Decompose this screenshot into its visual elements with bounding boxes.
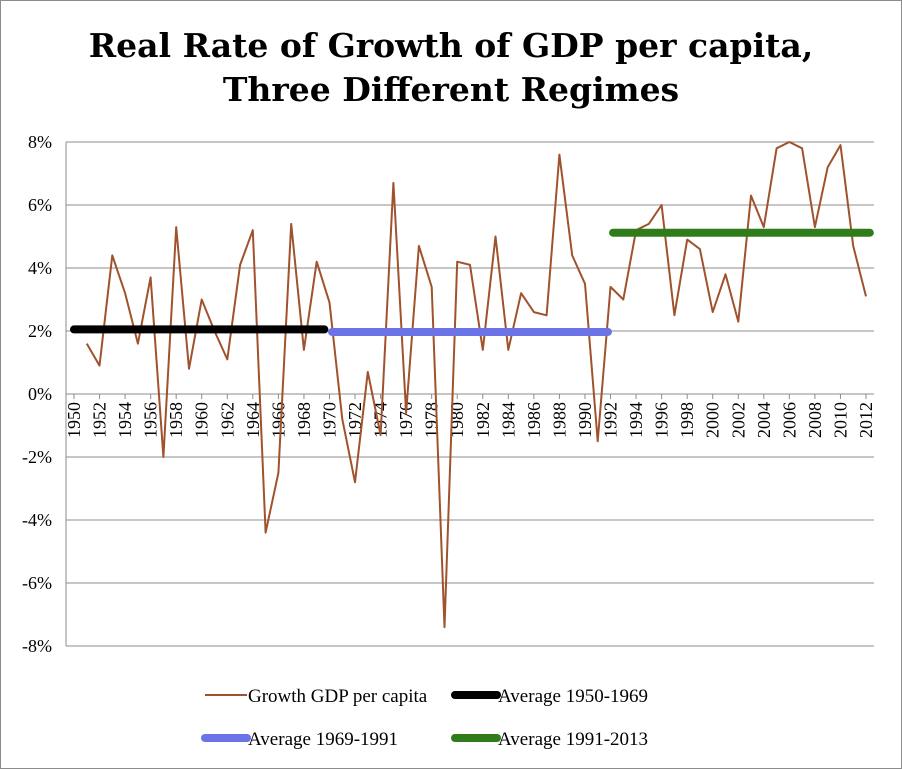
- x-tick-label: 1970: [319, 402, 339, 438]
- x-tick-label: 1964: [243, 402, 263, 438]
- x-tick-label: 1978: [422, 402, 442, 438]
- x-tick-label: 1994: [626, 402, 646, 438]
- x-tick-label: 2008: [805, 402, 825, 438]
- y-tick-label: 8%: [28, 132, 52, 152]
- y-tick-label: 4%: [28, 258, 52, 278]
- series-layer: [70, 141, 874, 629]
- y-tick-label: -4%: [22, 510, 52, 530]
- x-tick-label: 1986: [524, 402, 544, 438]
- x-tick-label: 1976: [396, 402, 416, 438]
- x-tick-label: 1968: [294, 402, 314, 438]
- legend-label: Average 1969-1991: [248, 729, 398, 750]
- legend: Growth GDP per capita Average 1950-1969 Av…: [201, 686, 648, 750]
- x-tick-label: 1954: [115, 402, 135, 438]
- x-tick-label: 1980: [447, 402, 467, 438]
- x-tick-label: 1990: [575, 402, 595, 438]
- x-tick-label: 2006: [779, 402, 799, 438]
- series-line-growth-gdp: [85, 141, 867, 629]
- y-tick-label: -2%: [22, 447, 52, 467]
- x-tick-label: 1972: [345, 402, 365, 438]
- x-tick-label: 1966: [268, 402, 288, 438]
- y-tick-label: -6%: [22, 573, 52, 593]
- chart-title-line2: Three Different Regimes: [222, 70, 680, 109]
- x-tick-label: 1998: [677, 402, 697, 438]
- chart-title-line1: Real Rate of Growth of GDP per capita,: [88, 26, 814, 65]
- x-tick-label: 1996: [652, 402, 672, 438]
- chart-title: Real Rate of Growth of GDP per capita, T…: [0, 24, 902, 112]
- legend-label: Average 1950-1969: [498, 686, 648, 707]
- x-tick-label: 1950: [64, 402, 84, 438]
- legend-label: Average 1991-2013: [498, 729, 648, 750]
- x-tick-label: 1984: [498, 402, 518, 438]
- x-tick-label: 2012: [856, 402, 876, 438]
- x-tick-label: 2004: [754, 402, 774, 438]
- x-tick-label: 2000: [703, 402, 723, 438]
- x-tick-label: 1952: [90, 402, 110, 438]
- y-axis-ticks: 8% 6% 4% 2% 0% -2% -4% -6% -8%: [22, 132, 52, 656]
- x-tick-label: 1960: [192, 402, 212, 438]
- x-tick-label: 2010: [830, 402, 850, 438]
- x-tick-label: 1992: [601, 402, 621, 438]
- x-tick-label: 1982: [473, 402, 493, 438]
- x-tick-label: 1962: [217, 402, 237, 438]
- x-tick-label: 1956: [141, 402, 161, 438]
- x-tick-label: 2002: [728, 402, 748, 438]
- legend-label: Growth GDP per capita: [248, 686, 428, 707]
- y-tick-label: 6%: [28, 195, 52, 215]
- y-tick-label: -8%: [22, 636, 52, 656]
- x-axis: 1950 1952 1954 1956 1958 1960 1962 1964 1966 1968…: [64, 142, 876, 646]
- y-tick-label: 2%: [28, 321, 52, 341]
- x-tick-label: 1958: [166, 402, 186, 438]
- x-tick-label: 1988: [549, 402, 569, 438]
- y-tick-label: 0%: [28, 384, 52, 404]
